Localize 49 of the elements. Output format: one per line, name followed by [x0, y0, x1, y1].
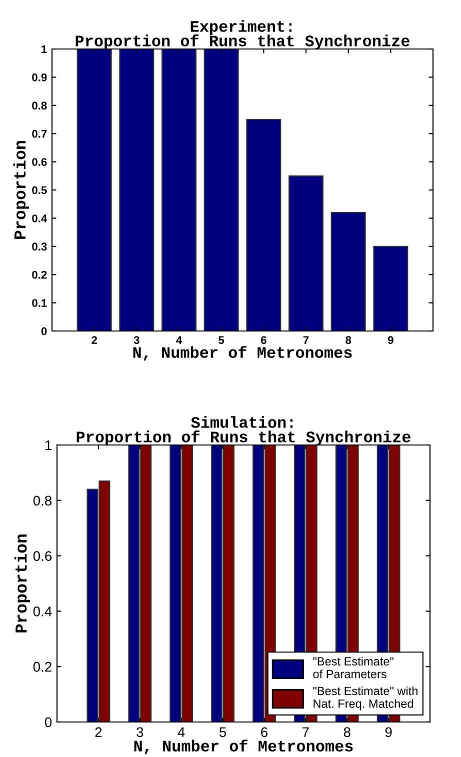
y-tick-label: 0.3 — [32, 242, 47, 251]
y-axis-title: Proportion — [13, 141, 29, 239]
x-tick-label: 6 — [261, 727, 268, 738]
x-tick-label: 9 — [388, 336, 394, 344]
y-tick-label: 0 — [44, 717, 52, 728]
bar — [373, 246, 408, 331]
x-tick-label: 4 — [176, 336, 182, 344]
bar — [288, 175, 324, 331]
y-tick-label: 1 — [42, 45, 47, 54]
x-tick-label: 3 — [134, 336, 140, 344]
x-tick-label: 8 — [344, 727, 350, 738]
y-tick-label: 0.6 — [33, 551, 52, 561]
x-tick-label: 4 — [178, 727, 185, 737]
x-tick-label: 9 — [385, 727, 392, 738]
y-tick-label: 0.2 — [33, 662, 52, 672]
x-tick-label: 8 — [346, 336, 352, 344]
chart-title: Experiment: Proportion of Runs that Synchronize — [76, 20, 410, 50]
legend-label: "Best Estimate" with Nat. Freq. Matched — [313, 686, 418, 710]
y-tick-label: 0.4 — [33, 606, 52, 616]
y-tick-label: 0.7 — [32, 130, 47, 138]
y-tick-label: 0.6 — [32, 158, 47, 166]
bar — [246, 118, 282, 331]
y-tick-label: 0.8 — [33, 496, 52, 506]
x-axis-title: N, Number of Metronomes — [133, 346, 352, 361]
y-axis-title: Proportion — [14, 534, 30, 632]
bar — [76, 49, 112, 331]
x-tick-label: 2 — [95, 727, 102, 737]
x-tick-label: 7 — [302, 727, 309, 737]
y-tick-label: 0.8 — [32, 102, 47, 110]
x-tick-label: 5 — [219, 727, 226, 738]
y-tick-label: 0 — [41, 327, 47, 336]
y-tick-label: 0.1 — [32, 299, 47, 307]
y-tick-label: 0.2 — [32, 270, 47, 279]
x-axis-title: N, Number of Metronomes — [134, 740, 353, 754]
y-tick-label: 1 — [45, 440, 52, 450]
x-tick-label: 7 — [303, 336, 309, 344]
y-tick-label: 0.9 — [32, 73, 47, 82]
bar — [162, 49, 196, 331]
legend-label: "Best Estimate" of Parameters — [313, 656, 394, 678]
y-tick-label: 0.5 — [32, 186, 47, 194]
x-tick-label: 2 — [92, 336, 97, 344]
chart-title: Simulation: Proportion of Runs that Synchronize — [76, 416, 410, 446]
bar — [119, 49, 154, 331]
x-tick-label: 6 — [260, 336, 266, 344]
x-tick-label: 5 — [218, 336, 224, 344]
x-tick-label: 3 — [136, 727, 144, 738]
bar — [330, 212, 366, 331]
bar — [204, 49, 239, 331]
y-tick-label: 0.4 — [32, 214, 48, 222]
